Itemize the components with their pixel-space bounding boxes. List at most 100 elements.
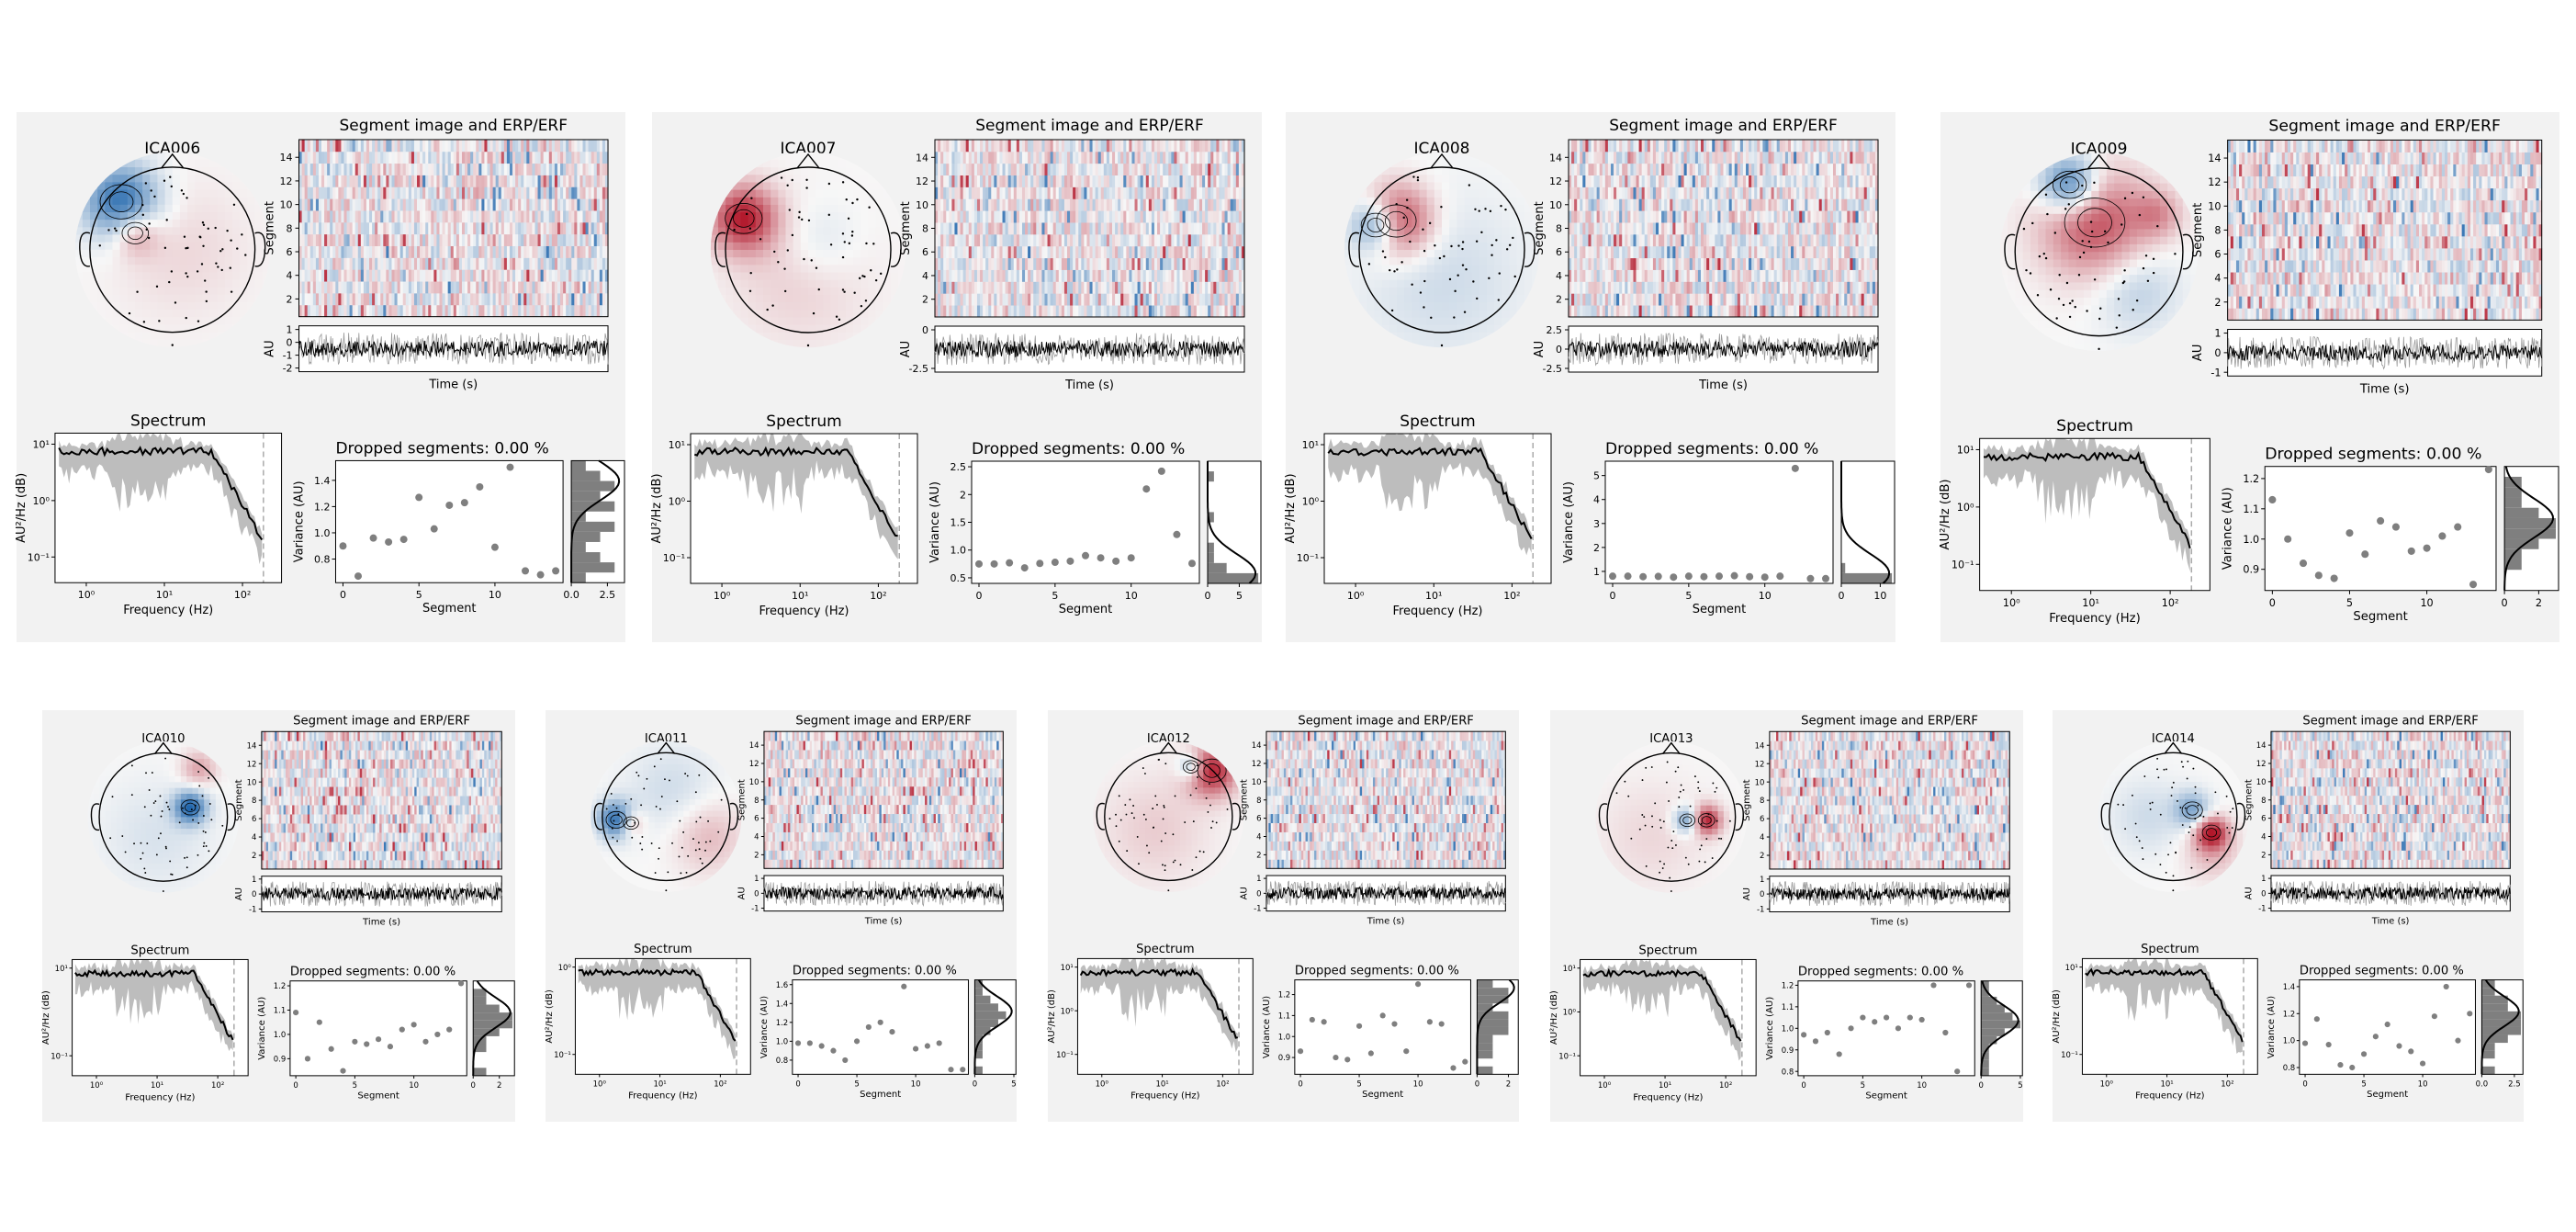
variance-point xyxy=(415,493,423,502)
electrode xyxy=(812,311,816,315)
variance-axis-label: Variance (AU) xyxy=(1562,481,1576,563)
electrode xyxy=(1615,792,1618,795)
time-axis-label: Time (s) xyxy=(2371,917,2410,927)
psd-axis-label: AU²/Hz (dB) xyxy=(1939,479,1952,549)
electrode xyxy=(158,320,161,322)
electrode xyxy=(1682,788,1685,791)
variance-point xyxy=(1367,1050,1374,1057)
variance-point xyxy=(434,1031,441,1038)
erp-mean-trace xyxy=(298,340,609,358)
electrode xyxy=(2068,315,2072,319)
segment-axis-label: Segment xyxy=(2244,779,2254,820)
electrode xyxy=(182,807,184,809)
electrode xyxy=(1728,819,1731,822)
electrode xyxy=(2159,813,2162,816)
psd-axis-label: AU²/Hz (dB) xyxy=(1047,989,1057,1044)
variance-point xyxy=(2484,465,2492,474)
electrode xyxy=(153,195,156,198)
segment-image-title: Segment image and ERP/ERF xyxy=(2302,714,2478,728)
electrode xyxy=(1678,797,1681,798)
variance-point xyxy=(948,1067,954,1073)
variance-tick-label: 1.0 xyxy=(1782,1024,1794,1034)
electrode xyxy=(1125,813,1128,816)
electrode xyxy=(879,272,883,276)
variance-point xyxy=(1438,1021,1445,1027)
electrode xyxy=(717,831,720,833)
electrode xyxy=(687,854,690,857)
electrode xyxy=(2044,193,2048,197)
spectrum-axes xyxy=(690,433,918,584)
variance-axis-label: Variance (AU) xyxy=(2267,996,2277,1058)
electrode xyxy=(841,232,845,235)
segment-tick-label: 14 xyxy=(749,741,759,751)
variance-point xyxy=(1639,572,1648,581)
time-axis-label: Time (s) xyxy=(1064,379,1114,392)
electrode xyxy=(2199,839,2202,842)
au-tick-label: 1 xyxy=(2214,328,2221,340)
electrode xyxy=(2187,760,2189,763)
au-tick-label: -1 xyxy=(751,905,759,914)
electrode xyxy=(1500,204,1502,208)
seg-x-tick-label: 5 xyxy=(854,1079,859,1089)
segment-tick-label: 14 xyxy=(1755,741,1765,751)
electrode xyxy=(165,847,167,850)
electrode xyxy=(1670,840,1673,842)
erp-mean-trace xyxy=(261,886,502,901)
electrode xyxy=(1627,795,1630,797)
electrode xyxy=(861,275,864,277)
variance-tick-label: 0.8 xyxy=(776,1057,789,1066)
electrode xyxy=(1454,289,1457,293)
histogram-bar xyxy=(974,1043,983,1051)
electrode xyxy=(827,213,830,217)
frequency-axis-label: Frequency (Hz) xyxy=(628,1091,698,1102)
au-axis-label: AU xyxy=(899,341,913,357)
electrode xyxy=(704,849,706,852)
au-tick-label: 1 xyxy=(754,875,759,884)
electrode xyxy=(1210,827,1212,829)
electrode xyxy=(1715,819,1718,822)
variance-point xyxy=(2408,1048,2414,1055)
electrode xyxy=(1412,175,1415,178)
left-ear xyxy=(79,232,91,267)
electrode xyxy=(1693,775,1696,778)
histogram-bar xyxy=(2481,1026,2521,1035)
electrode xyxy=(1659,871,1661,874)
electrode xyxy=(1207,811,1209,813)
electrode xyxy=(2074,305,2076,309)
histogram-bar xyxy=(974,1019,998,1027)
topomap-contour xyxy=(1203,763,1221,778)
electrode xyxy=(197,771,200,773)
topomap xyxy=(1999,153,2199,352)
psd-tick-label: 10⁻¹ xyxy=(1952,559,1974,571)
electrode xyxy=(1129,798,1131,801)
head-outline xyxy=(725,166,892,333)
electrode xyxy=(219,249,222,253)
seg-x-tick-label: 5 xyxy=(1685,590,1692,602)
electrode xyxy=(210,819,213,821)
electrode xyxy=(144,182,148,185)
electrode xyxy=(244,254,247,256)
hist-tick-label: 0 xyxy=(1205,590,1211,602)
nose xyxy=(2087,153,2111,170)
variance-point xyxy=(960,1067,966,1073)
segment-axis-label: Segment xyxy=(264,201,277,255)
variance-tick-label: 1.0 xyxy=(1278,1033,1291,1042)
electrode xyxy=(685,871,688,874)
electrode xyxy=(707,819,709,822)
electrode xyxy=(1712,782,1715,785)
electrode xyxy=(1474,208,1477,210)
variance-point xyxy=(476,482,484,491)
electrode xyxy=(164,845,167,848)
segment-image-title: Segment image and ERP/ERF xyxy=(293,715,470,729)
electrode xyxy=(615,807,618,809)
hist-tick-label: 0 xyxy=(1839,590,1845,602)
variance-point xyxy=(1760,573,1769,582)
electrode xyxy=(1164,832,1167,834)
au-tick-label: 0 xyxy=(287,337,293,349)
electrode xyxy=(766,308,769,311)
electrode xyxy=(1480,231,1483,234)
electrode xyxy=(611,827,613,830)
segment-tick-label: 10 xyxy=(1549,199,1562,211)
time-axis-label: Time (s) xyxy=(428,379,478,392)
electrode xyxy=(2167,853,2169,856)
